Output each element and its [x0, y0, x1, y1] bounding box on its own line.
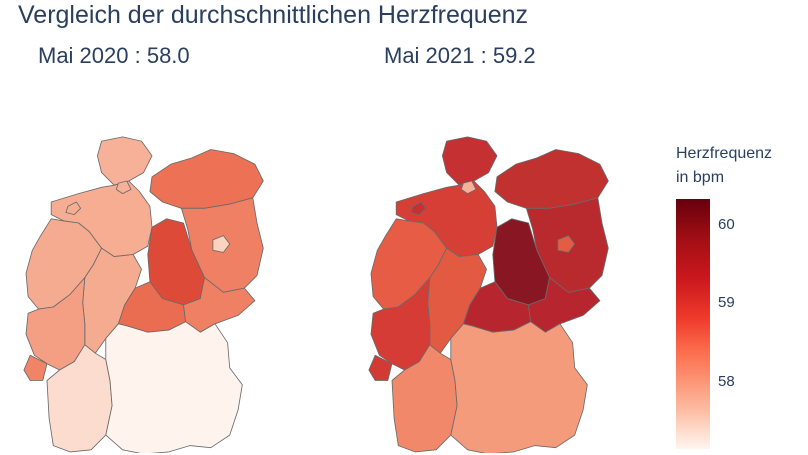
- region-bremen-2021[interactable]: [410, 201, 427, 216]
- region-rheinland-pfalz-2021[interactable]: [370, 277, 431, 371]
- region-mecklenburg-vorpommern-2020[interactable]: [149, 149, 264, 209]
- region-bayern-2021[interactable]: [450, 321, 588, 453]
- map-title-2020: Mai 2020 : 58.0: [38, 43, 190, 68]
- region-bremen-2020[interactable]: [65, 201, 82, 216]
- colorbar-tick: 60: [718, 216, 735, 233]
- map-2020: [23, 136, 264, 453]
- region-berlin-2020[interactable]: [212, 235, 231, 253]
- region-berlin-2021[interactable]: [557, 235, 576, 253]
- chart-title: Vergleich der durchschnittlichen Herzfre…: [18, 1, 528, 29]
- colorbar-tick: 59: [718, 294, 735, 311]
- colorbar: [676, 199, 710, 449]
- region-saarland-2021[interactable]: [368, 354, 393, 381]
- region-saarland-2020[interactable]: [23, 354, 48, 381]
- region-rheinland-pfalz-2020[interactable]: [25, 277, 86, 371]
- region-hamburg-2021[interactable]: [460, 180, 477, 195]
- legend-title-line1: Herzfrequenz: [676, 145, 773, 162]
- region-schleswig-holstein-2020[interactable]: [96, 136, 153, 186]
- region-bayern-2020[interactable]: [105, 321, 243, 453]
- legend-title-line2: in bpm: [676, 169, 725, 186]
- map-title-2021: Mai 2021 : 59.2: [384, 43, 536, 68]
- map-2021: [368, 136, 609, 453]
- region-mecklenburg-vorpommern-2021[interactable]: [494, 149, 609, 209]
- region-schleswig-holstein-2021[interactable]: [441, 136, 498, 186]
- colorbar-tick: 58: [718, 373, 735, 390]
- region-hamburg-2020[interactable]: [115, 180, 132, 195]
- legend-title: Herzfrequenz in bpm: [676, 142, 772, 190]
